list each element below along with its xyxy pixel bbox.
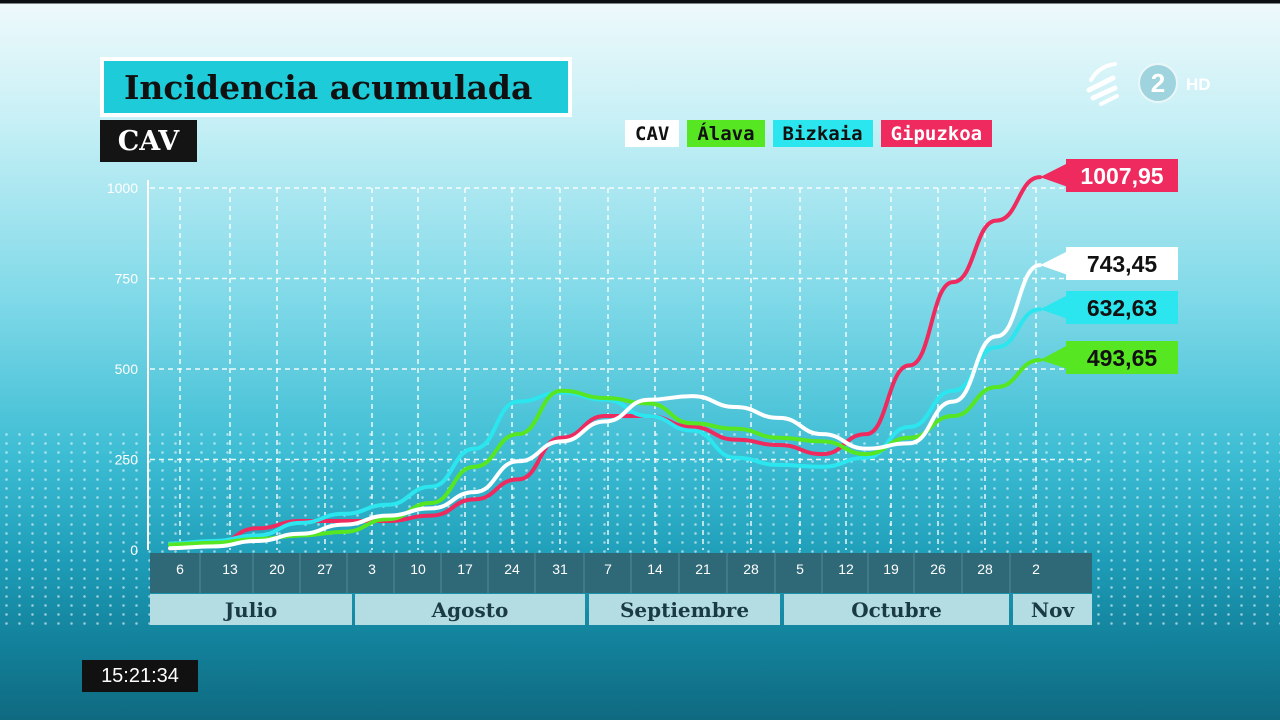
title-box: Incidencia acumulada — [100, 57, 572, 117]
x-tick-label: 27 — [317, 561, 333, 577]
month-label: Octubre — [851, 598, 942, 622]
hd-label: HD — [1186, 75, 1211, 94]
end-label-box — [1066, 159, 1178, 192]
end-label-pointer — [1040, 251, 1068, 275]
x-tick-label: 21 — [695, 561, 711, 577]
end-label-cav: 743,45 — [1087, 251, 1158, 277]
x-tick-label: 26 — [930, 561, 946, 577]
x-tick-label: 14 — [647, 561, 663, 577]
x-tick-label: 24 — [504, 561, 520, 577]
x-tick-label: 2 — [1032, 561, 1040, 577]
end-label-pointer — [1040, 345, 1068, 369]
x-tick-label: 17 — [457, 561, 473, 577]
x-tick-label: 31 — [552, 561, 568, 577]
series-line-bizkaia — [168, 307, 1042, 546]
end-label-gipuzkoa: 1007,95 — [1080, 163, 1163, 189]
x-tick-label: 7 — [604, 561, 612, 577]
end-label-pointer — [1040, 163, 1068, 187]
x-tick-label: 12 — [838, 561, 854, 577]
end-label-box — [1066, 291, 1178, 324]
series-line-gipuzkoa — [168, 175, 1042, 551]
end-label-box — [1066, 341, 1178, 374]
legend-item-álava: Álava — [687, 120, 765, 147]
x-tick-bar — [150, 553, 1092, 593]
legend-item-bizkaia: Bizkaia — [772, 120, 873, 147]
month-label: Agosto — [431, 598, 509, 622]
month-cell — [355, 594, 585, 625]
x-tick-label: 5 — [796, 561, 804, 577]
month-label: Nov — [1031, 598, 1076, 622]
x-tick-label: 10 — [410, 561, 426, 577]
end-label-bizkaia: 632,63 — [1087, 295, 1157, 321]
channel-number: 2 — [1151, 68, 1165, 98]
month-label: Septiembre — [620, 598, 749, 622]
region-badge: CAV — [100, 120, 197, 162]
y-tick-label: 500 — [115, 361, 139, 377]
month-cell — [784, 594, 1009, 625]
x-tick-label: 3 — [368, 561, 376, 577]
page-title: Incidencia acumulada — [124, 67, 533, 107]
legend-item-gipuzkoa: Gipuzkoa — [880, 120, 993, 147]
eitb-logo-icon: 2 HD — [1086, 62, 1211, 106]
y-tick-label: 0 — [130, 542, 138, 558]
chart-legend: CAV Álava Bizkaia Gipuzkoa — [625, 120, 993, 147]
clock: 15:21:34 — [82, 660, 198, 692]
month-cell — [589, 594, 780, 625]
x-tick-label: 13 — [222, 561, 238, 577]
y-tick-label: 1000 — [107, 180, 138, 196]
end-label-pointer — [1040, 295, 1068, 319]
end-label-álava: 493,65 — [1087, 345, 1158, 371]
month-cell — [150, 594, 352, 625]
x-tick-label: 6 — [176, 561, 184, 577]
x-tick-label: 28 — [743, 561, 759, 577]
x-tick-label: 19 — [883, 561, 899, 577]
end-label-box — [1066, 247, 1178, 280]
month-label: Julio — [223, 598, 278, 622]
x-tick-label: 20 — [269, 561, 285, 577]
series-line-álava — [168, 357, 1042, 547]
y-tick-label: 250 — [115, 452, 139, 468]
x-tick-label: 28 — [977, 561, 993, 577]
series-line-cav — [168, 263, 1042, 551]
month-cell — [1013, 594, 1092, 625]
legend-item-cav: CAV — [625, 120, 680, 147]
y-tick-label: 750 — [115, 271, 139, 287]
